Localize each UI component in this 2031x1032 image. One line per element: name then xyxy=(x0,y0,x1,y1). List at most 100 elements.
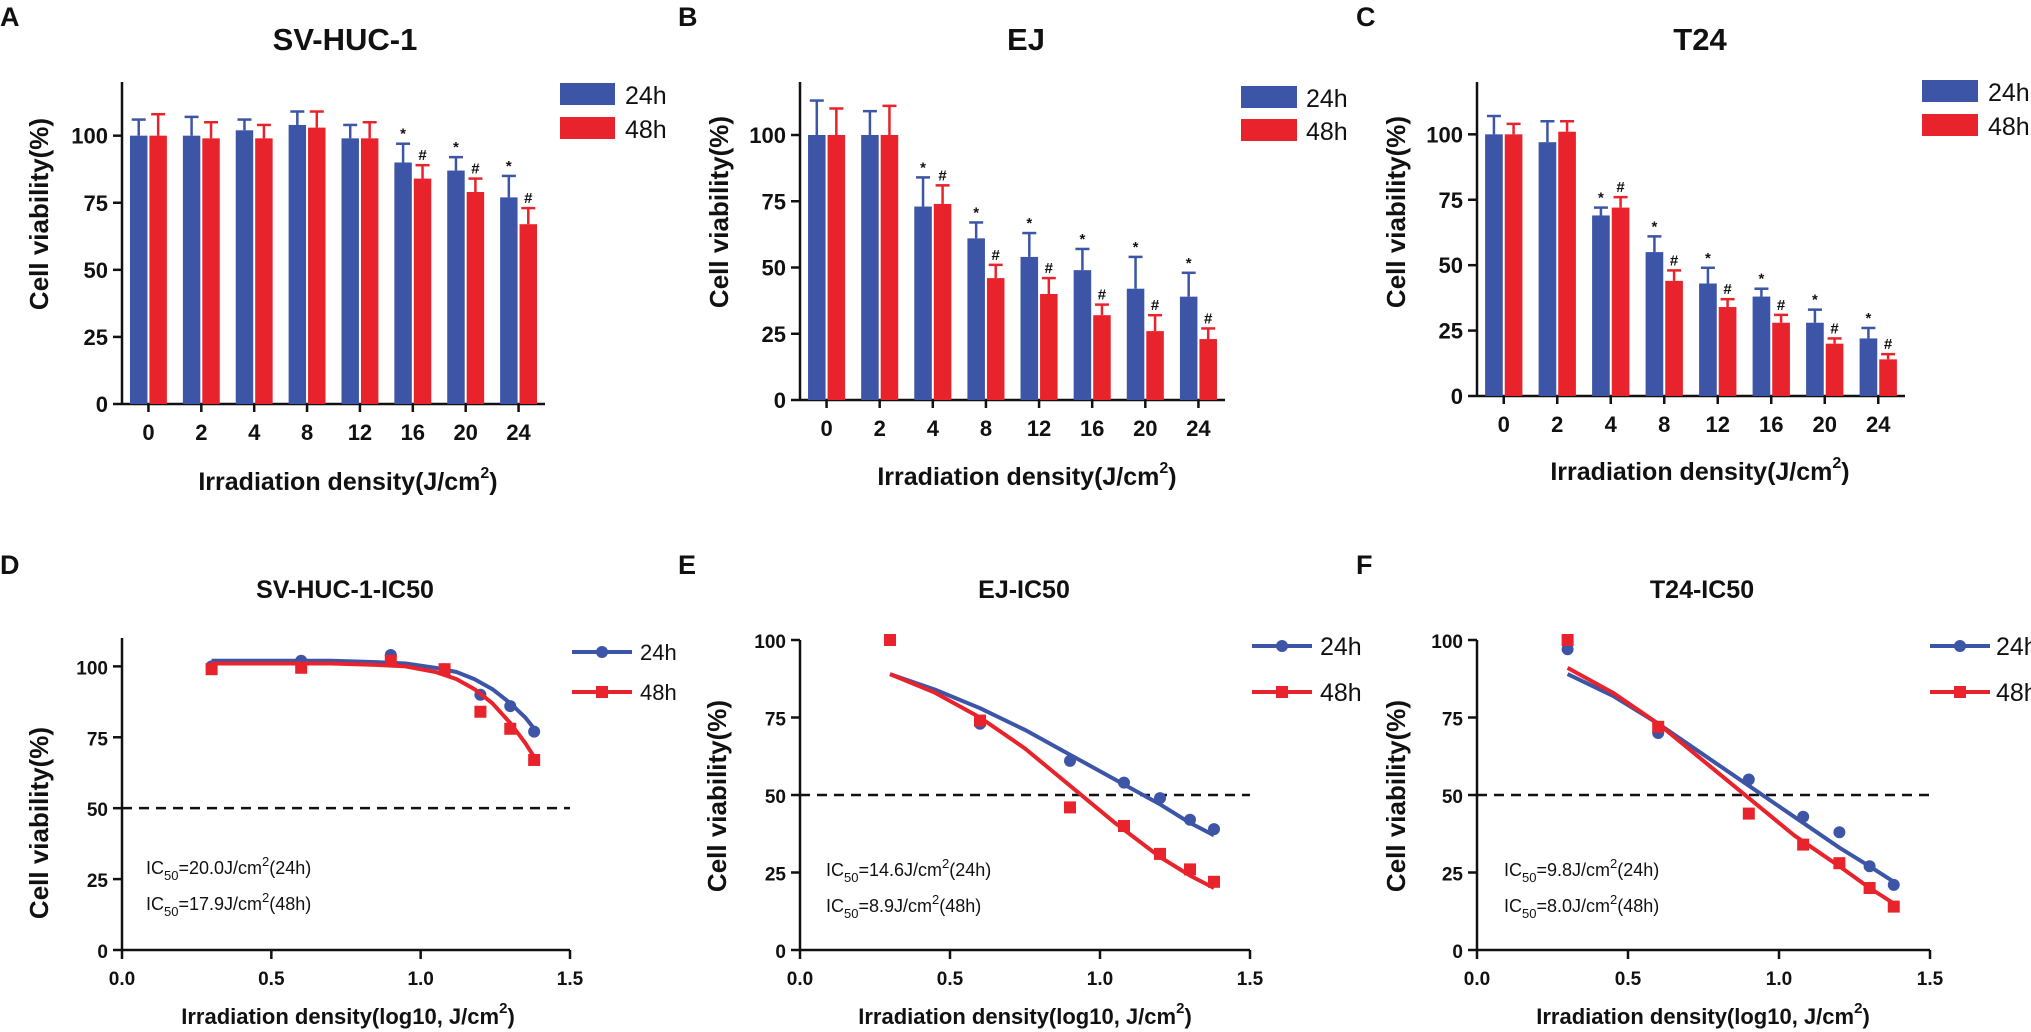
panel-letter: C xyxy=(1356,2,1376,32)
bar-24h-2 xyxy=(1538,142,1557,396)
data-point-48h xyxy=(1887,900,1900,913)
data-point-24h xyxy=(528,725,541,738)
x-tick-label: 0.0 xyxy=(1464,969,1490,990)
x-tick-label: 2 xyxy=(195,420,207,445)
significance-mark: # xyxy=(992,247,1001,264)
legend: 24h 48h xyxy=(560,82,667,144)
bar-48h-12 xyxy=(360,138,379,404)
data-point-24h xyxy=(1833,826,1846,839)
bar-24h-24 xyxy=(1179,296,1198,400)
panel-a: A SV-HUC-1 Cell viability(%) Irradiation… xyxy=(0,2,667,496)
y-tick-label: 25 xyxy=(87,871,109,892)
y-tick-label: 75 xyxy=(1442,710,1464,731)
x-tick-label: 20 xyxy=(1133,416,1157,441)
bar-48h-12 xyxy=(1718,307,1737,396)
legend-label-24h: 24h xyxy=(1320,633,1362,661)
x-tick-label: 16 xyxy=(1080,416,1104,441)
data-point-48h xyxy=(1208,875,1220,888)
x-tick-label: 20 xyxy=(453,420,477,445)
data-point-48h xyxy=(884,634,896,646)
x-tick-label: 1.5 xyxy=(1237,969,1264,990)
legend-label-24h: 24h xyxy=(1996,633,2031,661)
x-tick-label: 24 xyxy=(1866,412,1891,437)
ic50-annotation-24h: IC50=14.6J/cm2(24h) xyxy=(826,856,991,885)
x-tick-label: 16 xyxy=(1759,412,1783,437)
x-tick-label: 12 xyxy=(1706,412,1730,437)
legend-label-24h: 24h xyxy=(625,82,667,110)
bar-24h-20 xyxy=(1806,322,1824,396)
legend-label-48h: 48h xyxy=(1988,113,2030,141)
bar-48h-16 xyxy=(413,178,432,404)
y-tick-label: 75 xyxy=(87,729,109,750)
legend-marker-48h xyxy=(1276,686,1288,698)
chart-title: SV-HUC-1-IC50 xyxy=(256,576,434,604)
data-point-48h xyxy=(474,705,487,718)
y-tick-label: 0 xyxy=(775,942,786,963)
x-tick-label: 0.5 xyxy=(937,969,964,990)
y-tick-label: 50 xyxy=(1442,787,1463,808)
x-tick-label: 8 xyxy=(301,420,313,445)
significance-mark: * xyxy=(1080,231,1086,248)
legend-marker-24h xyxy=(1276,640,1288,652)
significance-mark: * xyxy=(1759,271,1765,288)
bar-48h-20 xyxy=(1146,331,1164,400)
x-tick-label: 2 xyxy=(1551,412,1563,437)
data-point-48h xyxy=(384,654,397,667)
significance-mark: * xyxy=(1705,250,1711,267)
ic50-annotation-48h: IC50=8.9J/cm2(48h) xyxy=(826,892,981,921)
significance-mark: # xyxy=(418,147,427,164)
legend-marker-48h xyxy=(596,686,608,698)
bar-24h-8 xyxy=(967,238,985,400)
significance-mark: * xyxy=(1598,190,1604,207)
legend-marker-24h xyxy=(596,646,608,658)
significance-mark: # xyxy=(1045,260,1054,277)
x-tick-label: 0.0 xyxy=(109,969,135,990)
y-tick-label: 75 xyxy=(1439,188,1463,213)
x-tick-label: 0 xyxy=(820,416,832,441)
bar-24h-8 xyxy=(288,124,307,404)
significance-mark: # xyxy=(524,190,533,207)
data-point-48h xyxy=(1652,720,1665,733)
legend-label-48h: 48h xyxy=(1320,679,1362,707)
data-point-24h xyxy=(504,700,517,713)
bar-48h-20 xyxy=(466,192,485,404)
bar-24h-4 xyxy=(235,130,254,405)
x-tick-label: 8 xyxy=(980,416,992,441)
x-axis-label: Irradiation density(log10, J/cm2) xyxy=(858,1000,1192,1029)
panel-letter: E xyxy=(678,550,696,580)
x-tick-label: 1.0 xyxy=(407,969,433,990)
bar-24h-20 xyxy=(1126,288,1145,400)
y-tick-label: 100 xyxy=(749,123,786,148)
data-point-48h xyxy=(1742,807,1755,820)
x-tick-label: 24 xyxy=(1186,416,1211,441)
data-point-48h xyxy=(1833,857,1846,870)
chart-title: T24 xyxy=(1673,22,1727,57)
x-tick-label: 2 xyxy=(874,416,886,441)
x-tick-label: 16 xyxy=(401,420,425,445)
data-point-48h xyxy=(1561,634,1574,646)
bar-24h-4 xyxy=(1592,215,1610,396)
data-point-24h xyxy=(1208,823,1220,836)
x-tick-label: 1.5 xyxy=(557,969,584,990)
y-tick-label: 75 xyxy=(762,189,786,214)
significance-mark: # xyxy=(1151,297,1160,314)
y-tick-label: 75 xyxy=(765,710,787,731)
x-tick-label: 0.5 xyxy=(1615,969,1642,990)
data-point-24h xyxy=(1742,773,1755,786)
significance-mark: * xyxy=(506,158,512,175)
bar-48h-0 xyxy=(827,135,846,400)
legend-label-48h: 48h xyxy=(1996,679,2031,707)
legend-swatch-48h xyxy=(560,117,615,139)
x-axis-label: Irradiation density(J/cm2) xyxy=(1550,455,1849,486)
y-axis-label: Cell viability(%) xyxy=(24,118,54,310)
x-tick-label: 1.0 xyxy=(1766,969,1792,990)
bar-24h-8 xyxy=(1645,252,1664,396)
legend-label-48h: 48h xyxy=(640,680,677,705)
significance-mark: * xyxy=(1866,310,1872,327)
y-tick-label: 50 xyxy=(762,256,786,281)
bar-24h-2 xyxy=(182,135,201,404)
legend-label-24h: 24h xyxy=(640,640,677,665)
x-axis-label: Irradiation density(J/cm2) xyxy=(877,460,1176,491)
ic50-annotation-48h: IC50=17.9J/cm2(48h) xyxy=(146,890,311,919)
bar-24h-12 xyxy=(1699,283,1717,396)
